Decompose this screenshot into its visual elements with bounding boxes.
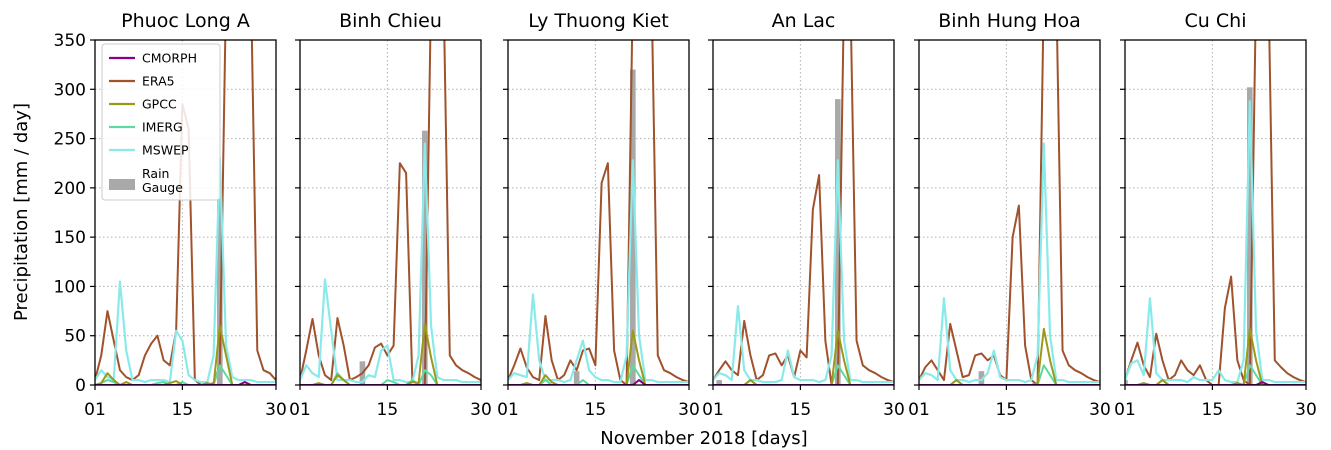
y-tick-label: 0 bbox=[75, 376, 86, 396]
legend-swatch bbox=[109, 179, 135, 190]
x-tick-label: 30 bbox=[470, 400, 492, 420]
x-tick-label: 15 bbox=[1202, 400, 1224, 420]
panel-frame bbox=[918, 39, 1101, 386]
x-tick-label: 30 bbox=[678, 400, 700, 420]
x-tick-label: 15 bbox=[790, 400, 812, 420]
panel-frame bbox=[712, 39, 895, 386]
legend-item-era5: ERA5 bbox=[109, 74, 175, 89]
plot-area bbox=[1125, 40, 1306, 385]
series-line-imerg bbox=[300, 369, 481, 385]
panel-title: Cu Chi bbox=[1185, 10, 1247, 32]
series-line-era5 bbox=[300, 40, 481, 385]
series-line-mswep bbox=[713, 159, 894, 384]
legend-box bbox=[101, 43, 221, 201]
legend-label: GPCC bbox=[142, 97, 177, 112]
panel-title: An Lac bbox=[772, 10, 836, 32]
legend-label: MSWEP bbox=[142, 143, 189, 158]
legend-label: Rain bbox=[142, 166, 169, 181]
x-tick-label: 15 bbox=[172, 400, 194, 420]
panel-title: Binh Hung Hoa bbox=[938, 10, 1080, 32]
x-tick-label: 01 bbox=[1114, 400, 1136, 420]
series-line-gpcc bbox=[95, 324, 276, 385]
grid bbox=[300, 40, 481, 385]
series-line-mswep bbox=[300, 142, 481, 384]
legend-label: Gauge bbox=[142, 180, 183, 195]
series-line-era5 bbox=[713, 40, 894, 385]
series-line-mswep bbox=[95, 157, 276, 384]
panel-6: 01 15 30 Cu Chi bbox=[1114, 10, 1317, 420]
series-line-era5 bbox=[508, 40, 689, 385]
rain-gauge-bar bbox=[835, 99, 841, 385]
series-line-era5 bbox=[919, 40, 1100, 385]
series-line-imerg bbox=[95, 364, 276, 385]
panel-title: Phuoc Long A bbox=[121, 10, 250, 32]
y-axis-label: Precipitation [mm / day] bbox=[11, 103, 32, 321]
x-tick-label: 30 bbox=[265, 400, 287, 420]
series-line-mswep bbox=[508, 159, 689, 384]
panel-title: Ly Thuong Kiet bbox=[528, 10, 668, 32]
series-line-era5 bbox=[1125, 40, 1306, 385]
legend-label: IMERG bbox=[142, 120, 183, 135]
panel-frame bbox=[1124, 39, 1307, 386]
x-tick-label: 01 bbox=[908, 400, 930, 420]
panel-title: Binh Chieu bbox=[339, 10, 442, 32]
rain-gauge-bar bbox=[716, 380, 723, 385]
legend-item-mswep: MSWEP bbox=[109, 143, 189, 158]
x-tick-label: 15 bbox=[996, 400, 1018, 420]
plot-area bbox=[508, 40, 689, 385]
panel-frame bbox=[507, 39, 690, 386]
panel-5: 01 15 30 Binh Hung Hoa bbox=[908, 10, 1111, 420]
plot-area bbox=[300, 40, 481, 385]
rain-gauge-bar bbox=[978, 371, 985, 385]
y-tick-label: 150 bbox=[54, 228, 86, 248]
y-tick-label: 200 bbox=[54, 179, 86, 199]
panel-frame bbox=[299, 39, 482, 386]
rain-gauge-bar bbox=[1247, 87, 1253, 385]
series-line-mswep bbox=[919, 142, 1100, 384]
panel-2: 01 15 30 Binh Chieu bbox=[289, 10, 492, 420]
y-tick-label: 300 bbox=[54, 80, 86, 100]
panel-4: 01 15 30 An Lac bbox=[702, 10, 905, 420]
series-line-cmorph bbox=[95, 381, 276, 385]
x-tick-label: 15 bbox=[585, 400, 607, 420]
legend-item-gpcc: GPCC bbox=[109, 97, 177, 112]
panel-frame bbox=[94, 39, 277, 386]
x-tick-label: 30 bbox=[1089, 400, 1111, 420]
series-line-mswep bbox=[1125, 100, 1306, 384]
legend-label: CMORPH bbox=[142, 51, 197, 66]
grid bbox=[1125, 40, 1306, 385]
rain-gauge-bar bbox=[630, 69, 636, 385]
grid bbox=[919, 40, 1100, 385]
y-tick-label: 350 bbox=[54, 31, 86, 51]
y-tick-label: 50 bbox=[64, 327, 86, 347]
x-tick-label: 30 bbox=[1295, 400, 1317, 420]
rain-gauge-bar bbox=[1125, 380, 1128, 385]
rain-gauge-bar bbox=[573, 371, 580, 385]
grid bbox=[713, 40, 894, 385]
plot-area bbox=[919, 40, 1100, 385]
x-tick-label: 01 bbox=[702, 400, 724, 420]
legend-label: ERA5 bbox=[142, 74, 175, 89]
rain-gauge-bar bbox=[217, 197, 223, 385]
x-axis-label: November 2018 [days] bbox=[600, 428, 807, 449]
series-line-gpcc bbox=[508, 329, 689, 385]
rain-gauge-bar bbox=[422, 130, 428, 385]
x-tick-label: 01 bbox=[497, 400, 519, 420]
x-tick-label: 30 bbox=[883, 400, 905, 420]
y-tick-label: 250 bbox=[54, 130, 86, 150]
plot-area bbox=[713, 40, 894, 385]
x-tick-label: 01 bbox=[289, 400, 311, 420]
y-tick-label: 100 bbox=[54, 277, 86, 297]
grid bbox=[508, 40, 689, 385]
legend-item-imerg: IMERG bbox=[109, 120, 183, 135]
x-tick-label: 15 bbox=[377, 400, 399, 420]
x-tick-label: 01 bbox=[84, 400, 106, 420]
panel-3: 01 15 30 Ly Thuong Kiet bbox=[497, 10, 700, 420]
legend-item-cmorph: CMORPH bbox=[109, 51, 197, 66]
